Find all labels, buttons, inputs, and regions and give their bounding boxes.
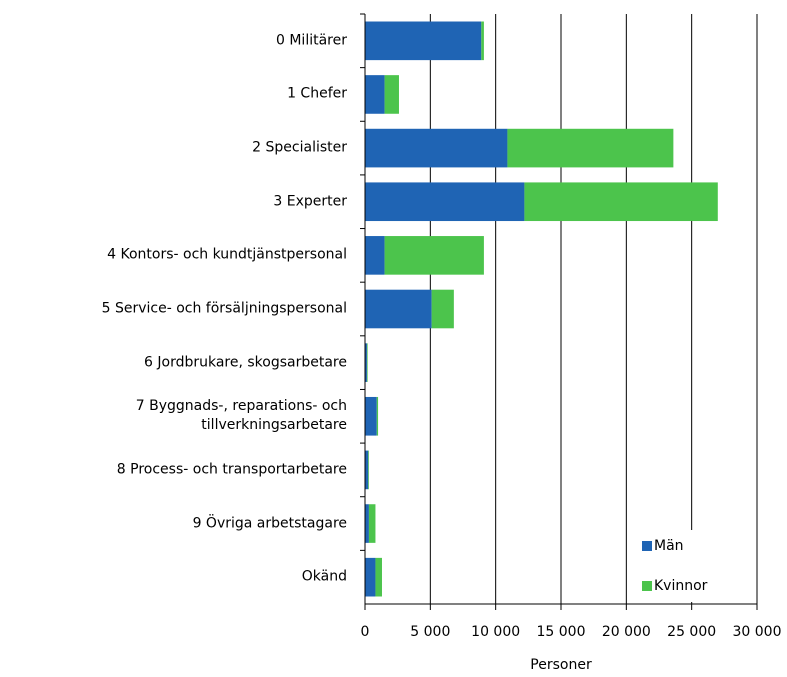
bar-segment (366, 343, 368, 382)
legend-box (636, 530, 756, 602)
bar-segment (365, 75, 385, 114)
bar-segment (507, 128, 674, 168)
legend-swatch (642, 541, 652, 551)
bar-segment (384, 75, 399, 114)
bar-segment (384, 236, 484, 275)
y-tick-label: 1 Chefer (287, 85, 347, 102)
y-tick-label: 9 Övriga arbetstagare (192, 515, 347, 532)
y-tick-label: 2 Specialister (252, 139, 347, 156)
bar-segment (368, 450, 369, 490)
x-tick-label: 0 (361, 624, 370, 640)
bar-segment (365, 182, 525, 222)
bar-segment (431, 289, 454, 329)
bar-segment (365, 236, 385, 275)
x-tick-label: 20 000 (602, 624, 651, 640)
bar-segment (375, 557, 382, 597)
legend-label: Män (654, 538, 684, 554)
y-tick-label: 4 Kontors- och kundtjänstpersonal (107, 246, 347, 263)
legend: Män Kvinnor (636, 530, 756, 602)
x-axis-title: Personer (530, 657, 592, 673)
x-tick-label: 10 000 (471, 624, 520, 640)
bar-segment (365, 343, 367, 382)
bar-segment (365, 396, 377, 436)
bar-segment (365, 128, 508, 168)
y-tick-label: 3 Experter (273, 193, 347, 210)
y-tick-label: 7 Byggnads-, reparations- och tillverkni… (135, 398, 347, 434)
legend-label: Kvinnor (654, 578, 708, 594)
bar-segment (368, 504, 376, 543)
y-tick-label: 0 Militärer (276, 32, 347, 49)
y-tick-label: 5 Service- och försäljningspersonal (101, 300, 347, 317)
bar-segment (365, 289, 432, 329)
bar-segment (365, 557, 376, 597)
x-tick-label: 15 000 (537, 624, 586, 640)
bar-segment (524, 182, 718, 222)
bar-segment (365, 504, 369, 543)
bar-segment (376, 396, 379, 436)
x-tick-label: 5 000 (410, 624, 450, 640)
legend-swatch (642, 581, 652, 591)
y-tick-label: 6 Jordbrukare, skogsarbetare (144, 354, 347, 371)
bar-segment (481, 21, 484, 61)
x-tick-label: 25 000 (667, 624, 716, 640)
bar-segment (365, 21, 482, 61)
x-tick-label: 30 000 (733, 624, 782, 640)
y-tick-label: Okänd (301, 568, 347, 585)
y-tick-label: 8 Process- och transportarbetare (116, 461, 347, 478)
bar-segment (365, 450, 369, 490)
